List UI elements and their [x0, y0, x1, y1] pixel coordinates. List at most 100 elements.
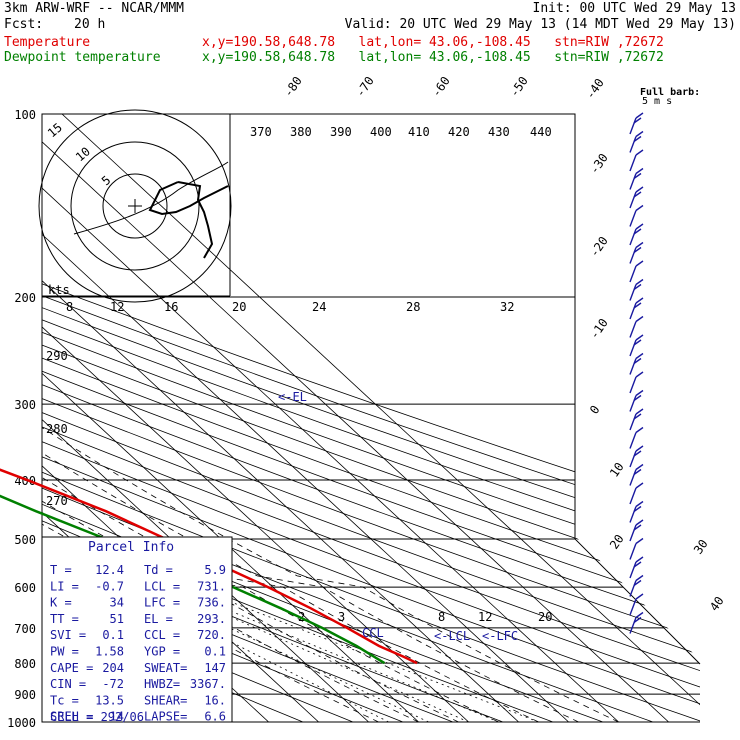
dry-adiabat — [42, 114, 700, 722]
isotherm — [42, 114, 669, 722]
theta-label-410: 410 — [408, 125, 430, 139]
wind-barb-flag — [633, 172, 642, 180]
parcel-row-value: 6.6 — [204, 710, 226, 724]
wind-barb-flag — [635, 241, 644, 249]
parcel-row-value: 16. — [204, 693, 226, 707]
mixing-ratio-label-12: 12 — [478, 610, 492, 624]
parcel-row-value: 14 — [110, 710, 124, 724]
dry-adiabat — [42, 114, 700, 722]
hodo-speed-12: 12 — [110, 300, 124, 314]
parcel-row-label: CCL = — [144, 628, 180, 642]
wind-barb-flag — [633, 191, 642, 198]
wind-barb-flag — [635, 315, 644, 323]
temp-tick--20: -20 — [587, 234, 611, 260]
wind-barb — [629, 173, 637, 190]
hodo-speed-24: 24 — [312, 300, 326, 314]
parcel-row-label: SREH = — [50, 710, 93, 724]
parcel-row-value: 293. — [197, 612, 226, 626]
theta-label-440: 440 — [530, 125, 552, 139]
pressure-tick-900: 900 — [14, 688, 36, 702]
parcel-row-value: 0.1 — [102, 628, 124, 642]
wind-barb-flag — [633, 339, 642, 346]
hodo-unit-label: kts — [48, 283, 70, 297]
wind-barb — [629, 265, 637, 283]
wind-barb — [629, 339, 637, 357]
hodo-ring-label-10: 10 — [73, 144, 93, 164]
parcel-info-panel: Parcel Info T = 12.4 Td = 5.9 LI = -0.7 LCL = 7… — [41, 536, 233, 724]
forecast-label: Fcst: — [4, 17, 44, 32]
wind-barb-flag — [633, 579, 642, 587]
theta-label-380: 380 — [290, 125, 312, 139]
parcel-row-value: 13.5 — [95, 693, 124, 707]
wind-barb — [629, 506, 637, 523]
wind-barb-flag — [633, 450, 642, 457]
parcel-row-value: 5.9 — [204, 563, 226, 577]
wind-barb-flag — [633, 302, 642, 309]
wind-barb — [629, 247, 637, 264]
pressure-tick-800: 800 — [14, 657, 36, 671]
wind-barb-flag — [633, 228, 642, 235]
barb-legend-title: Full barb: — [640, 87, 700, 98]
hodo-speed-20: 20 — [232, 300, 246, 314]
wind-barb-flag — [633, 394, 642, 402]
mixing-ratio-line — [122, 586, 389, 722]
hodo-trace — [148, 181, 229, 259]
wind-barb-flag — [635, 204, 644, 212]
parcel-row-label: SHEAR= — [144, 693, 187, 707]
dewpoint-legend: Dewpoint temperature — [4, 50, 161, 65]
parcel-row-value: 731. — [197, 579, 226, 593]
parcel-row-value: -72 — [102, 677, 124, 691]
parcel-row-label: EL = — [144, 612, 173, 626]
isotherm — [42, 114, 519, 722]
hodo-streamline — [73, 161, 229, 235]
parcel-row-value: 34 — [110, 596, 124, 610]
temp-tick--70: -70 — [353, 74, 377, 100]
wind-barb-flag — [633, 561, 642, 568]
dewpoint-location: x,y=190.58,648.78 lat,lon= 43.06,-108.45… — [202, 50, 664, 65]
wind-barbs — [629, 112, 644, 634]
wind-barb — [629, 413, 637, 431]
wind-barb-flag — [635, 352, 644, 360]
parcel-info-title: Parcel Info — [88, 540, 174, 555]
dry-adiabat — [42, 114, 700, 722]
parcel-row-value: 0.1 — [204, 645, 226, 659]
wind-barb-flag — [635, 389, 644, 397]
ccl-marker: CCL — [362, 626, 384, 640]
hodo-speed-32: 32 — [500, 300, 514, 314]
wind-barb-flag — [635, 556, 644, 563]
wind-barb-flag — [635, 130, 644, 138]
parcel-row-value: 720. — [197, 628, 226, 642]
dry-adiabat — [42, 114, 700, 722]
wind-barb — [629, 617, 637, 634]
parcel-row-label: CAPE = — [50, 661, 93, 675]
temp-tick--40: -40 — [583, 76, 607, 102]
wind-barb — [629, 210, 637, 227]
wind-barb-flag — [635, 167, 644, 175]
wind-barb-flag — [633, 413, 642, 420]
pressure-tick-1000: 1000 — [7, 716, 36, 730]
mixing-ratio-label-8: 8 — [438, 610, 445, 624]
isotherm — [42, 114, 569, 722]
temp-tick--10: -10 — [587, 316, 611, 342]
theta-label-430: 430 — [488, 125, 510, 139]
wind-barb — [629, 136, 637, 153]
wind-barb-flag — [635, 463, 644, 471]
temp-tick--60: -60 — [429, 74, 453, 100]
theta-label-290: 290 — [46, 349, 68, 363]
forecast-hour: 20 h — [74, 17, 106, 32]
barb-legend-unit: 5 m s — [642, 96, 672, 107]
wind-barb — [629, 117, 637, 135]
isotherm — [42, 114, 469, 722]
temperature-location: x,y=190.58,648.78 lat,lon= 43.06,-108.45… — [202, 35, 664, 50]
wind-barb — [629, 302, 637, 320]
dry-adiabat — [42, 114, 700, 722]
parcel-row-label: Tc = — [50, 693, 79, 707]
wind-barb — [629, 524, 637, 542]
pressure-tick-300: 300 — [14, 398, 36, 412]
theta-label-370: 370 — [250, 125, 272, 139]
model-title: 3km ARW-WRF -- NCAR/MMM — [4, 1, 185, 16]
dry-adiabat — [42, 114, 354, 722]
parcel-row-value: 1.58 — [95, 645, 124, 659]
lcl-marker: <-LCL — [434, 629, 470, 643]
wind-barb-flag — [635, 334, 644, 341]
